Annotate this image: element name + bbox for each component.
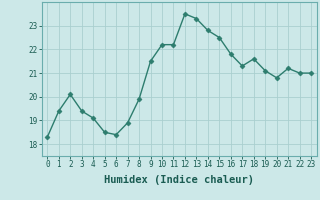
X-axis label: Humidex (Indice chaleur): Humidex (Indice chaleur) <box>104 175 254 185</box>
